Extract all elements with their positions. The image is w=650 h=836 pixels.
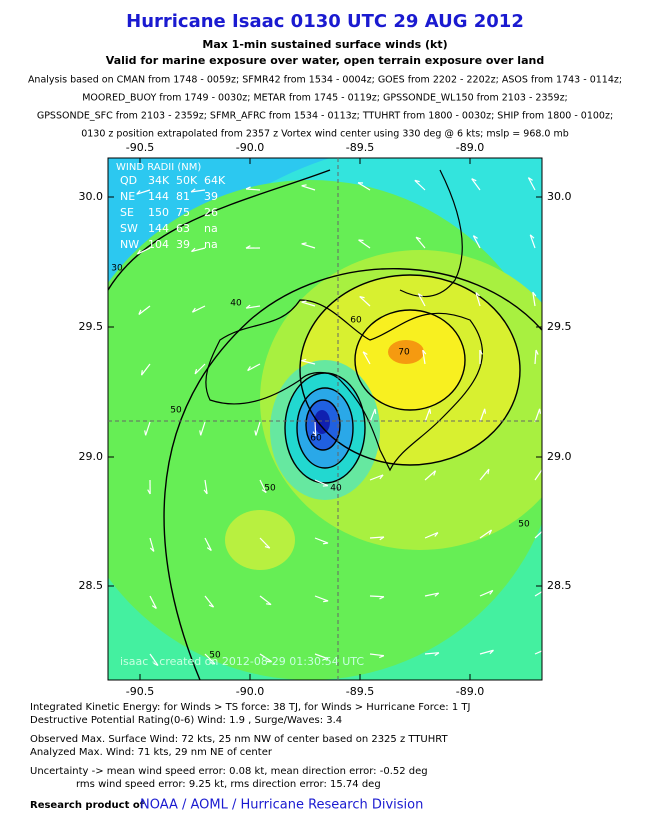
radii-cell: NE — [120, 190, 135, 203]
radii-cell: QD — [120, 174, 137, 187]
radii-cell: 75 — [176, 206, 190, 219]
wind-arrow — [540, 409, 541, 414]
contour-label: 50 — [209, 651, 221, 661]
footer: Integrated Kinetic Energy: for Winds > T… — [30, 702, 470, 790]
contour-label: 40 — [330, 484, 342, 494]
footer-line: Destructive Potential Rating(0-6) Wind: … — [30, 715, 342, 726]
wind-arrow — [323, 543, 328, 544]
analysis: Analysis based on CMAN from 1748 - 0059z… — [28, 75, 622, 140]
contour-label: 30 — [111, 264, 123, 274]
validity: Valid for marine exposure over water, op… — [106, 54, 544, 67]
contour-label: 60 — [310, 434, 322, 444]
radii-cell: NW — [120, 238, 139, 251]
analysis-line: MOORED_BUOY from 1749 - 0030z; METAR fro… — [82, 93, 568, 104]
analysis-line: GPSSONDE_SFC from 2103 - 2359z; SFMR_AFR… — [37, 111, 613, 122]
analysis-line: Analysis based on CMAN from 1748 - 0059z… — [28, 75, 622, 86]
wind-arrow — [375, 409, 376, 414]
radii-cell: 150 — [148, 206, 169, 219]
footer-line: Uncertainty -> mean wind speed error: 0.… — [30, 766, 428, 777]
lon-label: -90.5 — [126, 141, 154, 154]
contour-label: 40 — [230, 299, 242, 309]
lat-label: 29.5 — [79, 320, 104, 333]
wind-arrow — [545, 648, 548, 652]
footer-line: Integrated Kinetic Energy: for Winds > T… — [30, 702, 470, 713]
lon-label: -89.0 — [456, 685, 484, 698]
lon-label: -90.0 — [236, 685, 264, 698]
lat-label: 28.5 — [547, 579, 572, 592]
footer-line: rms wind speed error: 9.25 kt, rms direc… — [76, 779, 381, 790]
radii-cell: 34K — [148, 174, 170, 187]
lon-label: -89.5 — [346, 685, 374, 698]
wind-arrow — [323, 601, 328, 602]
contour-label: 50 — [264, 484, 276, 494]
radii-cell: na — [204, 238, 218, 251]
wind-arrow — [142, 370, 143, 375]
contour-label: 50 — [518, 520, 530, 530]
radii-cell: 63 — [176, 222, 190, 235]
radii-cell: 81 — [176, 190, 190, 203]
wind-arrow — [544, 529, 546, 534]
contour-label: 60 — [350, 316, 362, 326]
lon-label: -89.0 — [456, 141, 484, 154]
lat-label: 29.0 — [79, 450, 104, 463]
subtitle: Max 1-min sustained surface winds (kt) — [202, 38, 447, 51]
credit-prefix: Research product of — [30, 800, 145, 811]
radii-cell: 104 — [148, 238, 169, 251]
lon-label: -89.5 — [346, 141, 374, 154]
contour-label: 70 — [398, 348, 410, 358]
radii-cell: na — [204, 222, 218, 235]
wind-arrow — [370, 596, 384, 597]
lat-label: 29.0 — [547, 450, 572, 463]
radii-cell: 39 — [176, 238, 190, 251]
footer-line: Observed Max. Surface Wind: 72 kts, 25 n… — [30, 734, 448, 745]
wind-arrow — [266, 604, 271, 605]
contour-label: 50 — [170, 406, 182, 416]
radii-title: WIND RADII (NM) — [116, 162, 201, 173]
radii-cell: 50K — [176, 174, 198, 187]
radii-cell: 26 — [204, 206, 218, 219]
radii-cell: SW — [120, 222, 138, 235]
credit: NOAA / AOML / Hurricane Research Divisio… — [140, 798, 423, 813]
wind-arrow — [430, 409, 431, 414]
radii-cell: 144 — [148, 222, 169, 235]
lat-label: 30.0 — [79, 190, 104, 203]
analysis-line: 0130 z position extrapolated from 2357 z… — [81, 129, 569, 140]
lat-label: 30.0 — [547, 190, 572, 203]
lon-label: -90.5 — [126, 685, 154, 698]
watermark: isaac - created on 2012-08-29 01:30:54 U… — [120, 655, 364, 668]
radii-cell: 39 — [204, 190, 218, 203]
wind-field: isaac - created on 2012-08-29 01:30:54 U… — [60, 158, 580, 680]
lat-label: 29.5 — [547, 320, 572, 333]
wind-arrow — [359, 240, 364, 241]
radii-cell: SE — [120, 206, 134, 219]
lon-label: -90.0 — [236, 141, 264, 154]
title: Hurricane Isaac 0130 UTC 29 AUG 2012 — [126, 11, 524, 32]
radii-cell: 144 — [148, 190, 169, 203]
radii-cell: 64K — [204, 174, 226, 187]
footer-line: Analyzed Max. Wind: 71 kts, 29 nm NE of … — [30, 747, 273, 758]
wind-arrow — [485, 409, 486, 414]
lat-label: 28.5 — [79, 579, 104, 592]
